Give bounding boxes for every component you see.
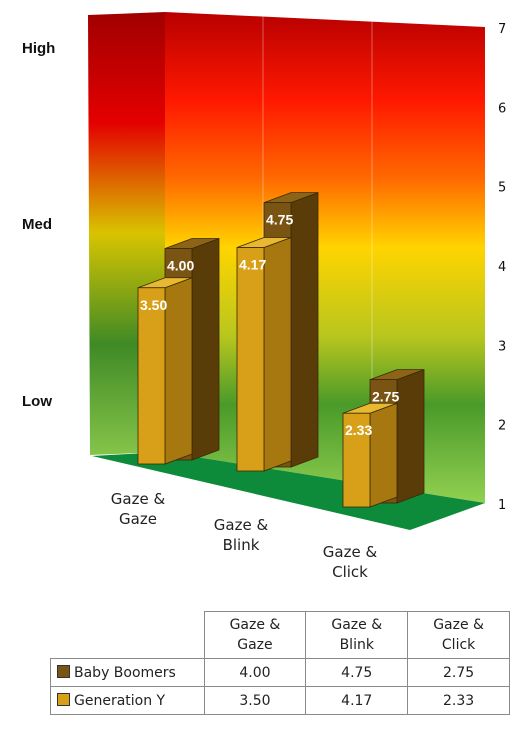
series-name: Generation Y: [74, 692, 166, 709]
category-label: Gaze & Gaze: [110, 490, 166, 528]
table-header-cell: Gaze & Gaze: [203, 611, 307, 659]
table-cell: 4.75: [305, 658, 409, 687]
data-table-container: Gaze & Gaze Gaze & Blink Gaze & Click Ba…: [0, 600, 510, 734]
table-cell: 4.00: [203, 658, 307, 687]
data-table: Gaze & Gaze Gaze & Blink Gaze & Click Ba…: [50, 611, 510, 715]
floor: [92, 452, 485, 530]
bar-side: [396, 369, 425, 504]
y-tick-label: 1: [498, 498, 506, 513]
table-row: Baby Boomers 4.00 4.75 2.75: [50, 658, 510, 687]
level-med-label: Med: [22, 216, 52, 233]
bar-front: [137, 287, 166, 465]
data-label: 3.50: [140, 297, 167, 313]
bar-side: [263, 236, 292, 472]
data-label: 4.00: [167, 258, 194, 274]
legend-swatch: [57, 664, 70, 678]
y-tick-label: 4: [498, 260, 506, 275]
bar-side: [290, 192, 319, 468]
bar: [342, 402, 398, 508]
bar-side: [191, 237, 220, 461]
table-row-label: Baby Boomers: [50, 658, 205, 687]
table-header-cell: Gaze & Click: [407, 611, 510, 659]
bar: [137, 277, 193, 465]
y-tick-label: 5: [498, 181, 506, 196]
legend-swatch: [57, 692, 70, 706]
data-label: 4.17: [239, 257, 266, 273]
level-low-label: Low: [22, 393, 52, 410]
bar-front: [342, 412, 371, 508]
bar: [236, 236, 292, 472]
bar-side: [369, 402, 398, 508]
category-label: Gaze & Blink: [213, 516, 269, 554]
table-row: Generation Y 3.50 4.17 2.33: [50, 686, 510, 715]
level-high-label: High: [22, 40, 56, 57]
table-row-label: Generation Y: [50, 686, 205, 715]
table-cell: 3.50: [203, 686, 307, 715]
y-tick-label: 3: [498, 339, 506, 354]
table-cell: 2.75: [407, 658, 510, 687]
y-tick-label: 2: [498, 419, 506, 434]
data-label: 2.75: [372, 389, 399, 405]
data-label: 4.75: [266, 212, 293, 228]
table-cell: 2.33: [407, 686, 510, 715]
bar-side: [164, 277, 193, 465]
data-label: 2.33: [345, 422, 372, 438]
y-tick-label: 6: [498, 101, 506, 116]
table-header-cell: Gaze & Blink: [305, 611, 409, 659]
chart-area: 1 2 3 4 5 6 7 4.00 3.50 4.75 4.17 2.75 2.33 High Me…: [22, 12, 506, 581]
table-header-row: Gaze & Gaze Gaze & Blink Gaze & Click: [50, 611, 510, 659]
table-corner: [50, 611, 205, 659]
category-label: Gaze & Click: [322, 543, 378, 581]
y-tick-label: 7: [498, 22, 506, 37]
bar-chart: 1 2 3 4 5 6 7 4.00 3.50 4.75 4.17 2.75 2.33: [88, 12, 506, 530]
series-name: Baby Boomers: [74, 664, 176, 681]
table-cell: 4.17: [305, 686, 409, 715]
bar-front: [236, 247, 265, 472]
